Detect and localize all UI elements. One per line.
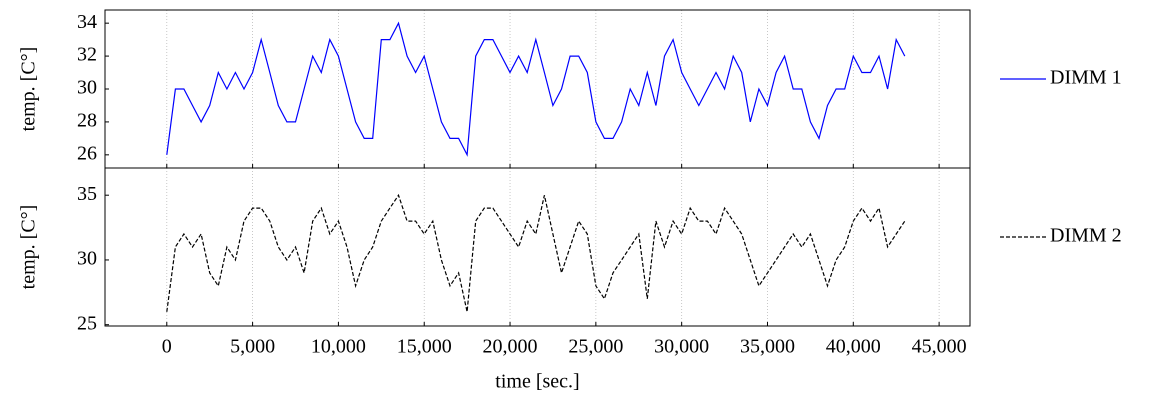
y-axis-label: temp. [C°] bbox=[18, 205, 40, 290]
legend-label: DIMM 2 bbox=[1050, 225, 1122, 247]
y-tick-label: 25 bbox=[77, 312, 97, 334]
x-axis-label: time [sec.] bbox=[495, 371, 579, 393]
y-axis-label: temp. [C°] bbox=[18, 47, 40, 132]
x-tick-label: 10,000 bbox=[311, 336, 366, 358]
x-tick-label: 40,000 bbox=[826, 336, 881, 358]
x-tick-label: 0 bbox=[162, 336, 172, 358]
x-tick-label: 45,000 bbox=[912, 336, 967, 358]
y-tick-label: 30 bbox=[77, 248, 97, 270]
x-tick-label: 20,000 bbox=[483, 336, 538, 358]
data-line bbox=[166, 193, 906, 312]
y-tick-label: 30 bbox=[77, 77, 97, 99]
y-tick-label: 28 bbox=[77, 110, 97, 132]
x-tick-label: 5,000 bbox=[230, 336, 275, 358]
plot-frame bbox=[104, 167, 971, 327]
legend-label: DIMM 1 bbox=[1050, 67, 1122, 89]
y-tick-label: 26 bbox=[77, 142, 97, 164]
x-tick-label: 30,000 bbox=[654, 336, 709, 358]
x-tick-label: 15,000 bbox=[397, 336, 452, 358]
y-tick-label: 32 bbox=[77, 44, 97, 66]
x-tick-label: 35,000 bbox=[740, 336, 795, 358]
data-line bbox=[166, 21, 906, 157]
y-tick-label: 34 bbox=[77, 11, 97, 33]
x-tick-label: 25,000 bbox=[568, 336, 623, 358]
y-tick-label: 35 bbox=[77, 183, 97, 205]
